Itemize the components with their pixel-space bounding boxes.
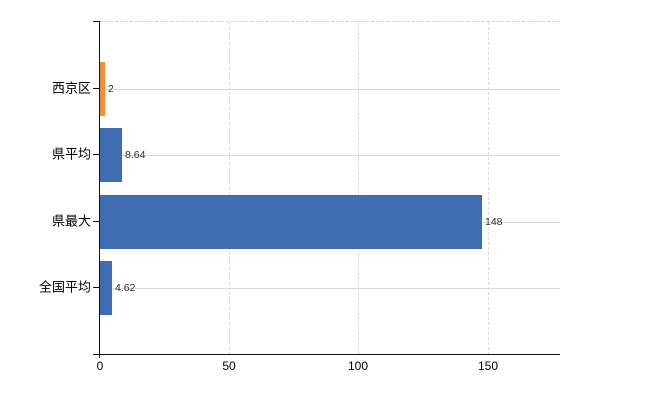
plot-area: 2 8.64 148 4.62 [100,21,560,355]
bar-県最大 [100,195,482,249]
y-axis-tick [93,221,100,222]
category-label-県平均: 県平均 [51,146,91,162]
category-gridline [100,89,560,90]
y-axis-tick [93,287,100,288]
bar-value-label: 148 [485,215,503,228]
y-axis-tick [93,88,100,89]
category-gridline [100,288,560,289]
bar-全国平均 [100,261,112,315]
y-axis-tick [93,154,100,155]
x-axis-line [93,354,560,355]
bar-value-label: 4.62 [115,281,136,294]
bar-value-label: 8.64 [125,148,146,161]
x-axis-tick-label: 100 [347,359,369,373]
bar-value-label: 2 [108,82,114,95]
y-axis-tick [93,21,100,22]
x-gridline [488,22,489,355]
x-gridline [358,22,359,355]
category-label-西京区: 西京区 [51,80,91,96]
x-axis-tick-label: 50 [222,359,236,373]
category-label-県最大: 県最大 [51,213,91,229]
x-axis-tick-label: 0 [96,359,104,373]
category-label-全国平均: 全国平均 [38,279,91,295]
y-axis-line [99,21,100,358]
bar-県平均 [100,128,122,182]
category-gridline [100,155,560,156]
bar-西京区 [100,62,105,116]
x-gridline [229,22,230,355]
x-axis-tick-label: 150 [477,359,499,373]
